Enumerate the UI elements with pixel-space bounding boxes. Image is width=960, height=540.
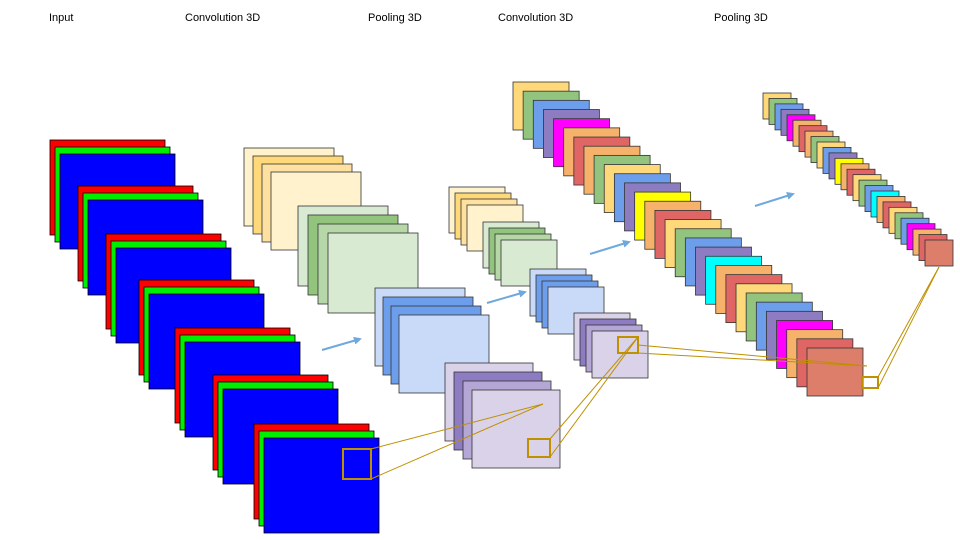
connector-line-3	[549, 336, 639, 458]
kernel-window-4	[861, 376, 879, 389]
input-volume	[49, 139, 380, 534]
pooling-3d-2-feature-maps	[762, 92, 954, 267]
pool1-map-purple-4	[591, 330, 649, 379]
convolution-3d-label-1: Convolution 3D	[185, 12, 261, 24]
pool2-map-28	[924, 239, 954, 267]
pooling-3d-label-2: Pooling 3D	[714, 12, 768, 24]
input-label: Input	[49, 12, 74, 24]
connector-line-5	[637, 344, 868, 367]
kernel-window-2	[527, 438, 551, 458]
connector-line-7	[877, 266, 940, 378]
connector-line-6	[637, 352, 868, 367]
pooling-3d-1-feature-maps	[448, 186, 649, 379]
convolution-3d-label-2: Convolution 3D	[498, 12, 574, 24]
connector-line-1	[370, 403, 544, 450]
pooling-3d-label-1: Pooling 3D	[368, 12, 422, 24]
receptive-field-connectors	[342, 266, 940, 480]
kernel-window-1	[342, 448, 372, 480]
stage-arrow-4	[754, 191, 795, 207]
stage-arrow-3	[589, 239, 631, 255]
input-frame-7-blue-channel	[263, 437, 380, 534]
connector-line-8	[877, 266, 940, 389]
connector-line-4	[549, 336, 639, 440]
stage-arrow-2	[486, 289, 527, 304]
stage-arrow-1	[321, 336, 362, 351]
connector-line-2	[370, 403, 544, 480]
conv2-map-30	[806, 347, 864, 397]
